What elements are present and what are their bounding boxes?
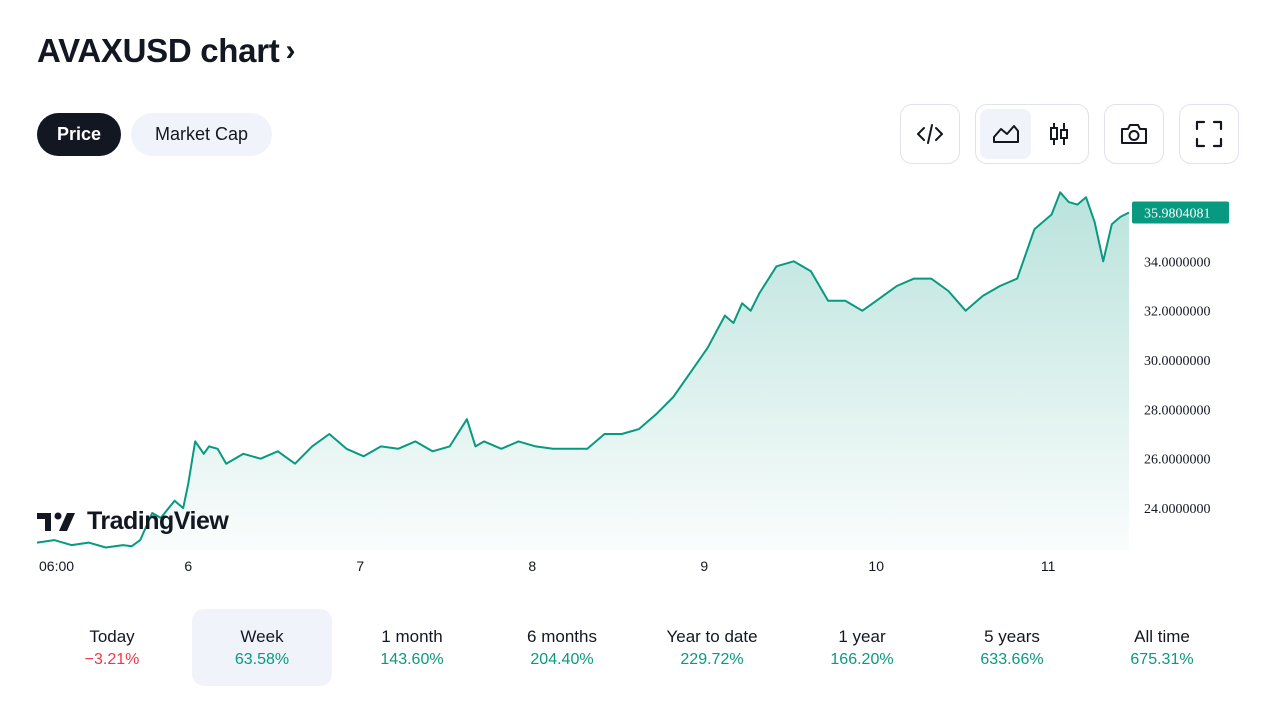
period-change-value: 143.60% <box>380 651 444 668</box>
title-text: AVAXUSD chart <box>37 32 280 69</box>
period-change-value: 63.58% <box>234 651 290 668</box>
tradingview-logo[interactable]: TradingView <box>37 507 229 536</box>
period-label: Today <box>89 627 135 646</box>
period-tab[interactable]: 6 months 204.40% <box>492 609 632 686</box>
y-axis-tick-label: 32.0000000 <box>1144 305 1211 320</box>
period-label: 1 month <box>381 627 443 646</box>
period-change-value: −3.21% <box>84 651 140 668</box>
y-axis-tick-label: 24.0000000 <box>1144 502 1211 517</box>
period-tab[interactable]: 1 year 166.20% <box>792 609 932 686</box>
performance-periods: Today −3.21% Week 63.58% 1 month 143.60% 6 mon… <box>37 609 1237 686</box>
candlestick-chart-button[interactable] <box>1033 109 1084 159</box>
page-title[interactable]: AVAXUSD chart › <box>37 32 295 70</box>
period-tab[interactable]: 5 years 633.66% <box>942 609 1082 686</box>
last-price-tag <box>1132 201 1229 224</box>
y-axis-tick-label: 28.0000000 <box>1144 403 1211 418</box>
period-label: Week <box>240 627 284 646</box>
period-label: 1 year <box>838 627 886 646</box>
period-change-value: 166.20% <box>830 651 894 668</box>
fullscreen-icon <box>1195 120 1223 148</box>
brand-name: TradingView <box>87 507 229 535</box>
price-chart[interactable]: 24.0000000 26.0000000 28.0000000 30.0000000… <box>0 175 1280 595</box>
chart-style-group <box>975 104 1089 164</box>
market-cap-toggle-button[interactable]: Market Cap <box>131 113 272 156</box>
price-area <box>37 192 1129 551</box>
x-axis-tick-label: 6 <box>184 558 192 574</box>
y-axis-tick-label: 34.0000000 <box>1144 255 1211 270</box>
area-chart-icon <box>992 125 1019 143</box>
price-line <box>36 191 1130 549</box>
x-axis-tick-label: 8 <box>528 558 536 574</box>
camera-icon <box>1121 124 1147 144</box>
x-axis-tick-label: 11 <box>1041 558 1056 574</box>
period-tab[interactable]: Today −3.21% <box>42 609 182 686</box>
last-price-label: 35.9804081 <box>1144 206 1211 221</box>
price-toggle-button[interactable]: Price <box>37 113 121 156</box>
y-axis-tick-label: 30.0000000 <box>1144 354 1211 369</box>
tradingview-mark-icon <box>37 512 75 531</box>
period-change-value: 633.66% <box>980 651 1044 668</box>
x-axis-tick-label: 10 <box>868 558 884 574</box>
area-chart-button[interactable] <box>980 109 1031 159</box>
period-change-value: 675.31% <box>1130 651 1194 668</box>
period-change-value: 229.72% <box>680 651 744 668</box>
period-label: 5 years <box>984 627 1040 646</box>
period-change-value: 204.40% <box>530 651 594 668</box>
x-axis-tick-label: 9 <box>700 558 708 574</box>
y-axis-tick-label: 26.0000000 <box>1144 453 1211 468</box>
chevron-right-icon: › <box>285 34 296 67</box>
period-label: 6 months <box>527 627 597 646</box>
period-tab[interactable]: Year to date 229.72% <box>642 609 782 686</box>
fullscreen-button[interactable] <box>1179 104 1239 164</box>
code-icon <box>917 124 943 144</box>
period-tab[interactable]: Week 63.58% <box>192 609 332 686</box>
x-axis-tick-label: 7 <box>356 558 364 574</box>
embed-button[interactable] <box>900 104 960 164</box>
candlestick-icon <box>1049 123 1068 145</box>
period-label: All time <box>1134 627 1190 646</box>
x-axis-tick-label: 06:00 <box>39 558 74 574</box>
screenshot-button[interactable] <box>1104 104 1164 164</box>
period-tab[interactable]: 1 month 143.60% <box>342 609 482 686</box>
period-tab[interactable]: All time 675.31% <box>1092 609 1232 686</box>
period-label: Year to date <box>666 627 758 646</box>
